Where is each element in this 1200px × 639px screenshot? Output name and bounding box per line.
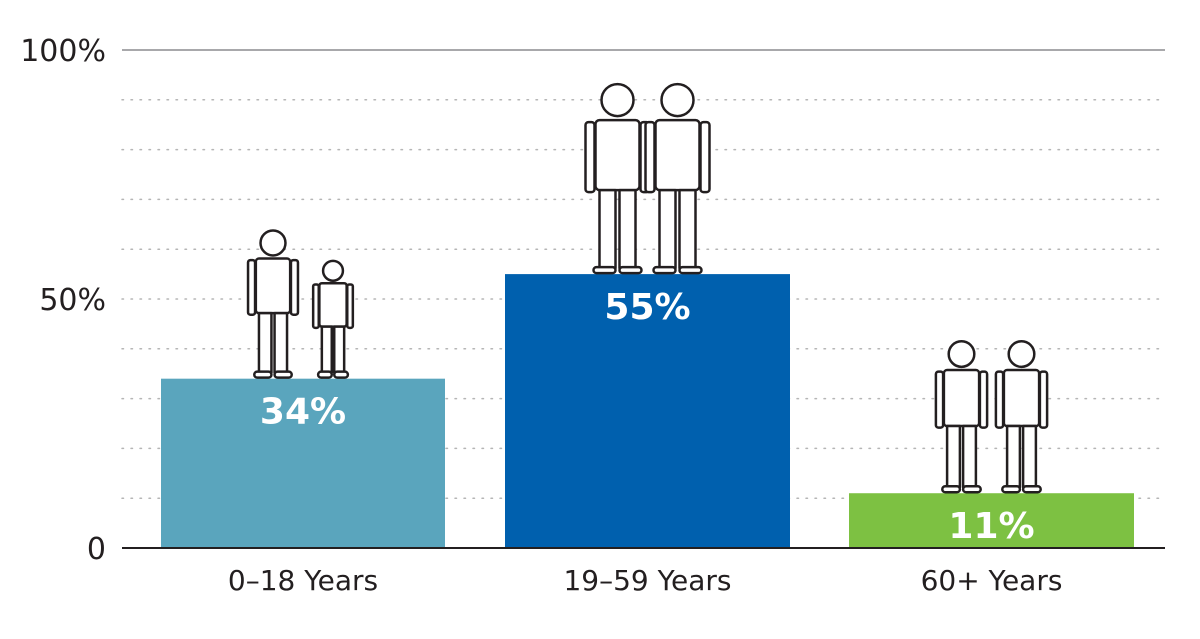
arm (584, 120, 596, 194)
foot (652, 265, 677, 275)
leg (273, 311, 289, 374)
head (321, 259, 345, 282)
leg (1005, 424, 1022, 489)
leg (1021, 424, 1038, 489)
head (259, 229, 287, 257)
foot (253, 370, 273, 379)
person-figure (644, 82, 711, 275)
torso (318, 281, 348, 328)
x-tick-label: 60+ Years (921, 564, 1063, 597)
data-label: 34% (260, 392, 346, 433)
arm (311, 283, 320, 330)
foot (316, 370, 334, 379)
head (600, 82, 635, 118)
leg (618, 188, 637, 270)
leg (678, 188, 697, 270)
arm (1038, 370, 1049, 429)
foot (678, 265, 703, 275)
arm (644, 120, 656, 194)
person-figure (246, 229, 300, 379)
torso (942, 368, 981, 428)
bar (505, 274, 790, 548)
person-figure (584, 82, 651, 275)
bar (161, 378, 445, 548)
head (1007, 339, 1036, 369)
foot (961, 484, 982, 494)
data-label: 11% (948, 506, 1034, 547)
person-figure (994, 339, 1049, 494)
leg (658, 188, 677, 270)
leg (598, 188, 617, 270)
data-label: 55% (604, 287, 690, 328)
bar (849, 493, 1134, 548)
arm (699, 120, 711, 194)
torso (594, 118, 641, 192)
man-and-woman-icon (584, 82, 711, 275)
foot (1021, 484, 1042, 494)
foot (273, 370, 293, 379)
arm (994, 370, 1005, 429)
foot (941, 484, 962, 494)
arm (246, 258, 257, 316)
y-tick-label: 50% (39, 283, 106, 318)
torso (654, 118, 701, 192)
girl-and-boy-icon (246, 229, 355, 379)
person-figure (311, 259, 355, 379)
leg (320, 325, 334, 374)
foot (592, 265, 617, 275)
leg (257, 311, 273, 374)
leg (945, 424, 962, 489)
leg (332, 325, 346, 374)
leg (961, 424, 978, 489)
elderly-couple-icon (934, 339, 1049, 494)
foot (618, 265, 643, 275)
arm (289, 258, 300, 316)
torso (254, 257, 292, 315)
foot (332, 370, 350, 379)
arm (934, 370, 945, 429)
foot (1001, 484, 1022, 494)
arm (346, 283, 355, 330)
head (947, 339, 976, 369)
y-tick-label: 0 (87, 532, 106, 567)
person-figure (934, 339, 989, 494)
torso (1002, 368, 1041, 428)
x-tick-label: 19–59 Years (563, 564, 731, 597)
y-tick-label: 100% (20, 34, 106, 69)
x-tick-label: 0–18 Years (228, 564, 378, 597)
head (660, 82, 695, 118)
arm (978, 370, 989, 429)
